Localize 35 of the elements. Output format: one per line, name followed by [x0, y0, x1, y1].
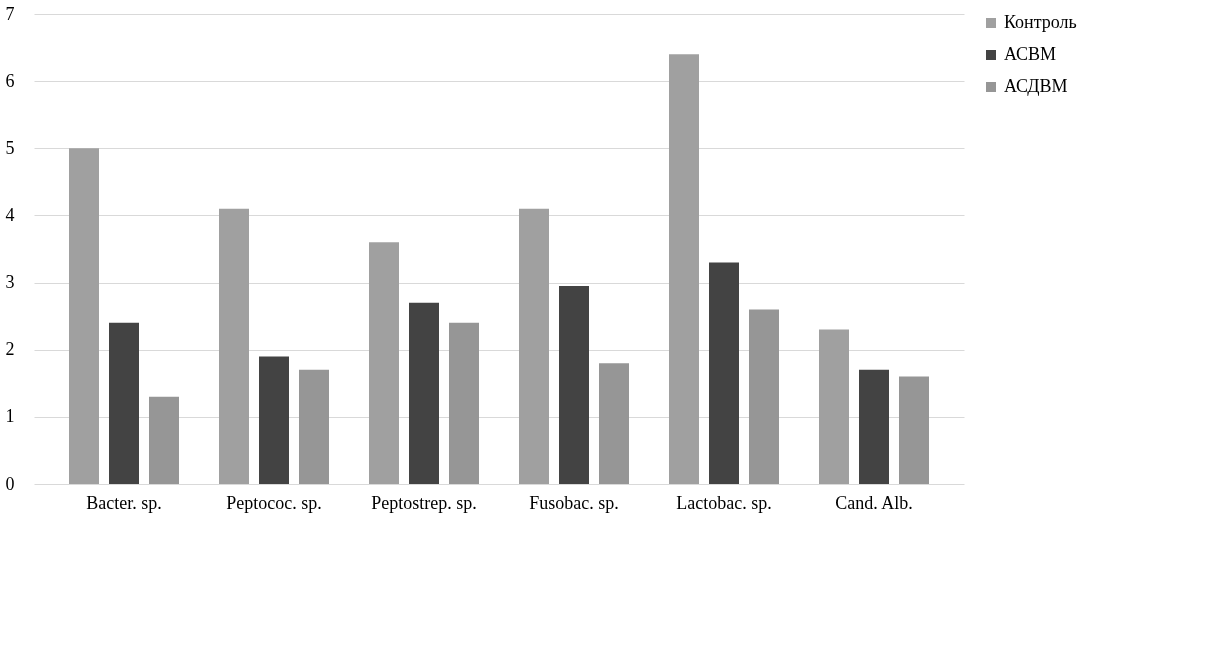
bar	[599, 363, 629, 484]
bar	[819, 329, 849, 484]
y-tick-label: 7	[5, 3, 15, 24]
x-tick-label: Peptostrep. sp.	[371, 492, 477, 513]
bar	[669, 54, 699, 484]
bar	[299, 369, 329, 484]
bar	[149, 396, 179, 484]
x-tick-label: Bacter. sp.	[86, 492, 162, 513]
bar	[109, 322, 139, 484]
y-tick-label: 2	[5, 339, 15, 360]
bar	[899, 376, 929, 484]
bar	[69, 148, 99, 484]
x-tick-label: Fusobac. sp.	[529, 492, 619, 513]
x-tick-label: Peptococ. sp.	[226, 492, 322, 513]
legend-label: АСВМ	[1004, 44, 1057, 64]
x-tick-label: Lactobac. sp.	[676, 492, 772, 513]
y-tick-label: 0	[5, 473, 15, 494]
bar	[749, 309, 779, 484]
y-tick-label: 5	[5, 137, 15, 158]
y-tick-label: 1	[5, 406, 15, 427]
bar	[219, 208, 249, 484]
legend-label: Контроль	[1004, 12, 1077, 32]
legend-label: АСДВМ	[1004, 76, 1068, 96]
bar	[559, 285, 589, 484]
y-tick-label: 6	[5, 70, 15, 91]
bar	[369, 242, 399, 484]
bar	[259, 356, 289, 484]
bar	[709, 262, 739, 484]
x-tick-label: Cand. Alb.	[835, 492, 913, 513]
bar	[519, 208, 549, 484]
bar	[859, 369, 889, 484]
bar	[449, 322, 479, 484]
y-tick-label: 3	[5, 272, 15, 293]
y-tick-label: 4	[5, 204, 15, 225]
bar	[409, 302, 439, 484]
